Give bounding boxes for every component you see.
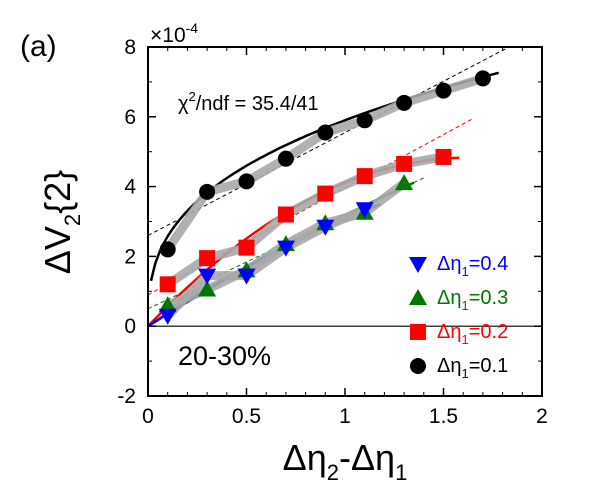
data-point (356, 112, 373, 129)
legend-label-prefix: Δη (437, 287, 461, 309)
legend-marker (410, 358, 426, 374)
data-point (158, 296, 177, 313)
legend-label-sub: 1 (461, 332, 468, 347)
x-tick-label: 0.5 (232, 405, 261, 428)
y-axis-title: ΔV2{2} (37, 170, 85, 274)
data-point (356, 168, 373, 185)
y-tick-label: -2 (117, 385, 136, 408)
legend-label: Δη1=0.3 (437, 287, 508, 313)
scale-label: ×10-4 (150, 20, 198, 47)
xlabel-mid: -Δη (339, 437, 395, 478)
data-point (159, 276, 176, 293)
data-point (159, 241, 176, 258)
legend-label-sub: 1 (461, 298, 468, 313)
y-tick-label: 4 (124, 176, 136, 199)
data-point (396, 155, 413, 172)
chi2-annotation: χ2/ndf = 35.4/41 (178, 89, 319, 115)
scale-exponent: -4 (186, 20, 199, 36)
legend-label: Δη1=0.1 (437, 355, 508, 381)
scale-base: ×10 (150, 24, 186, 47)
chi2-symbol: χ (178, 93, 189, 115)
ylabel-sub: 2 (60, 214, 85, 226)
legend-label: Δη1=0.2 (437, 321, 508, 347)
xlabel-base: Δη (283, 437, 327, 478)
legend-label-prefix: Δη (437, 321, 461, 343)
data-point (199, 183, 216, 200)
legend-marker (410, 324, 426, 340)
data-point (355, 202, 374, 219)
legend-label-sub: 1 (461, 366, 468, 381)
data-point (474, 70, 491, 87)
legend-label: Δη1=0.4 (437, 253, 508, 279)
data-point (396, 94, 413, 111)
legend-label-prefix: Δη (437, 253, 461, 275)
legend-label-value: =0.1 (469, 355, 508, 377)
axis-ticks: 0 0.5 1 1.5 2 -2 0 2 4 6 8 (117, 36, 548, 428)
legend-label-value: =0.3 (469, 287, 508, 309)
chi2-sup: 2 (189, 89, 196, 104)
linear-fit-line (148, 47, 511, 236)
x-tick-label: 1 (339, 405, 351, 428)
centrality-label: 20-30% (178, 341, 271, 371)
data-point (198, 268, 217, 285)
data-point (238, 239, 255, 256)
data-point (238, 173, 255, 190)
data-point (158, 308, 177, 325)
y-tick-label: 8 (124, 36, 136, 59)
data-point (199, 250, 216, 267)
data-point (276, 240, 295, 257)
x-tick-label: 2 (536, 405, 548, 428)
data-point (435, 148, 452, 165)
legend-label-value: =0.4 (469, 253, 508, 275)
xlabel-sub2: 1 (395, 460, 407, 485)
legend-label-prefix: Δη (437, 355, 461, 377)
data-point (316, 219, 335, 236)
chi2-rest: /ndf = 35.4/41 (196, 93, 319, 115)
y-tick-label: 0 (124, 315, 136, 338)
legend-marker (409, 289, 427, 305)
y-tick-label: 2 (124, 245, 136, 268)
x-axis-title: Δη2-Δη1 (283, 437, 408, 485)
data-point (277, 206, 294, 223)
x-tick-label: 0 (142, 405, 154, 428)
panel-label: (a) (20, 30, 57, 63)
data-point (198, 280, 217, 297)
y-tick-label: 6 (124, 106, 136, 129)
data-point (395, 174, 414, 191)
data-point (277, 150, 294, 167)
xlabel-sub1: 2 (327, 460, 339, 485)
linear-fit-line (148, 118, 474, 296)
ylabel-base: ΔV (37, 226, 78, 274)
legend-label-sub: 1 (461, 264, 468, 279)
data-point (237, 268, 256, 285)
data-point (435, 82, 452, 99)
data-markers (158, 70, 491, 325)
x-tick-label: 1.5 (429, 405, 458, 428)
legend-marker (409, 257, 427, 273)
ylabel-rest: {2} (37, 170, 78, 214)
data-point (317, 185, 334, 202)
data-point (317, 124, 334, 141)
legend-label-value: =0.2 (469, 321, 508, 343)
